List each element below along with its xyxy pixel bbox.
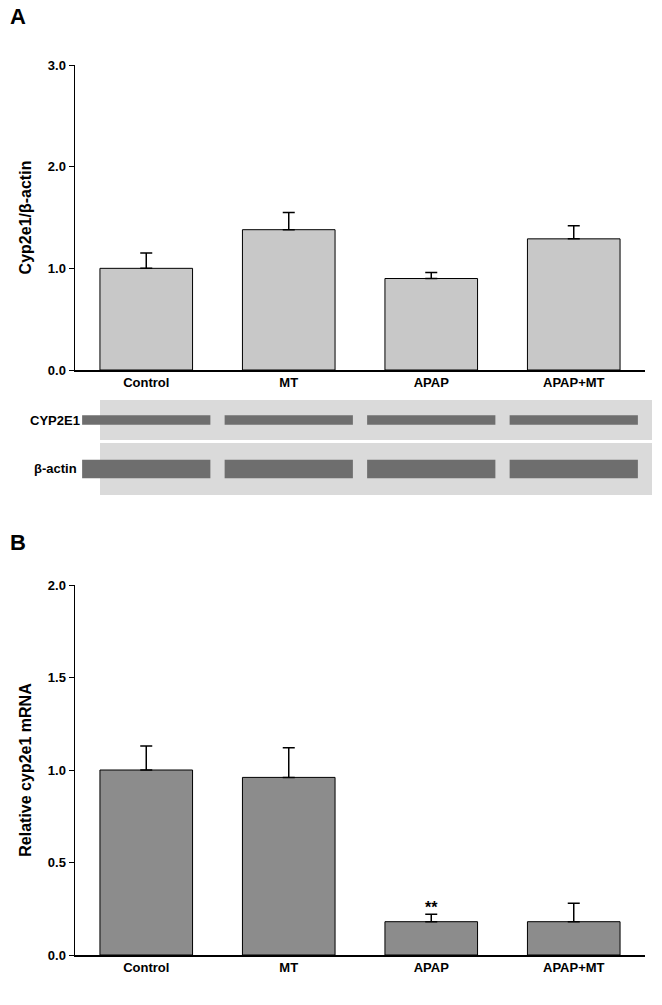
svg-text:APAP+MT: APAP+MT	[543, 960, 605, 975]
svg-text:Relative cyp2e1 mRNA: Relative cyp2e1 mRNA	[17, 683, 34, 857]
svg-text:2.0: 2.0	[48, 159, 66, 174]
svg-text:A: A	[10, 4, 26, 29]
svg-text:MT: MT	[279, 375, 298, 390]
svg-text:Control: Control	[123, 960, 169, 975]
svg-text:β-actin: β-actin	[34, 461, 77, 476]
svg-text:0.5: 0.5	[48, 855, 66, 870]
svg-text:CYP2E1: CYP2E1	[30, 413, 80, 428]
svg-text:APAP+MT: APAP+MT	[543, 375, 605, 390]
svg-text:3.0: 3.0	[48, 58, 66, 73]
svg-text:Control: Control	[123, 375, 169, 390]
svg-text:APAP: APAP	[414, 375, 449, 390]
svg-text:1.0: 1.0	[48, 261, 66, 276]
svg-text:**: **	[425, 899, 438, 916]
svg-text:1.0: 1.0	[48, 763, 66, 778]
svg-text:0.0: 0.0	[48, 363, 66, 378]
svg-text:2.0: 2.0	[48, 578, 66, 593]
svg-text:0.0: 0.0	[48, 948, 66, 963]
svg-text:APAP: APAP	[414, 960, 449, 975]
svg-text:1.5: 1.5	[48, 670, 66, 685]
svg-text:B: B	[10, 530, 26, 555]
svg-text:Cyp2e1/β-actin: Cyp2e1/β-actin	[17, 161, 34, 275]
svg-text:MT: MT	[279, 960, 298, 975]
